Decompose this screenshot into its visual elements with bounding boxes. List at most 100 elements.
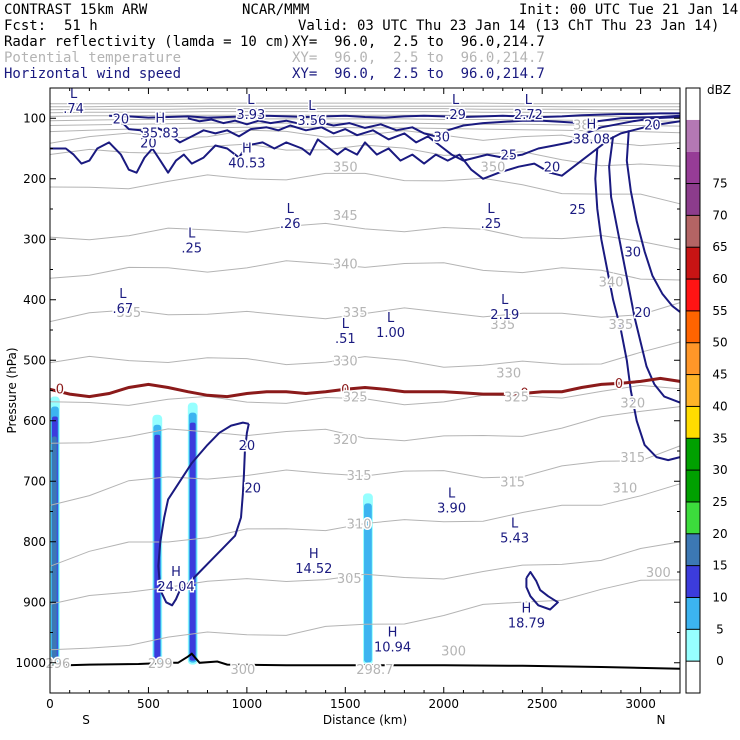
field-theta-xy: XY= 96.0, 2.5 to 96.0,214.7	[292, 50, 545, 66]
extremum-value: .25	[181, 241, 202, 256]
theta-label: 325	[343, 391, 368, 406]
extremum-type: H	[242, 142, 252, 157]
reflectivity-layer	[50, 396, 373, 665]
extremum-type: H	[155, 111, 165, 126]
colorbar-label: 65	[712, 240, 727, 254]
theta-label: 300	[441, 645, 466, 660]
wind-label: 20	[245, 481, 262, 496]
extremum-value: 1.00	[376, 326, 405, 341]
x-tick-label: 3000	[625, 697, 656, 711]
wind-label: 30	[434, 130, 451, 145]
theta-label: 296	[45, 657, 70, 672]
y-tick-label: 800	[23, 535, 46, 549]
extremum-value: 18.79	[508, 616, 545, 631]
extremum-type: L	[188, 226, 196, 241]
extremum-value: 2.72	[514, 108, 543, 123]
freezing-level-label: 0	[520, 387, 528, 402]
extremum-type: H	[171, 565, 181, 580]
theta-label: 315	[347, 469, 372, 484]
reflectivity-column-core	[52, 436, 57, 661]
theta-label: 300	[646, 566, 671, 581]
colorbar-label: 10	[712, 590, 727, 604]
extremum-value: .25	[481, 217, 502, 232]
extremum-type: L	[452, 93, 460, 108]
y-axis-label: Pressure (hPa)	[5, 347, 19, 433]
theta-label: 335	[609, 318, 634, 333]
colorbar-band	[686, 629, 700, 662]
colorbar-band	[686, 247, 700, 280]
theta-contour	[49, 445, 681, 506]
theta-label: 320	[333, 433, 358, 448]
y-tick-label: 400	[23, 293, 46, 307]
extremum-value: .26	[280, 217, 301, 232]
colorbar-label: 0	[716, 654, 724, 668]
theta-contour	[49, 341, 681, 368]
wind-label: 20	[634, 306, 651, 321]
theta-contour	[49, 111, 681, 114]
wind-label: 25	[500, 149, 517, 164]
x-axis-label: Distance (km)	[323, 713, 407, 727]
theta-label: 385	[573, 118, 598, 133]
colorbar-band	[686, 151, 700, 184]
theta-label: 340	[599, 276, 624, 291]
theta-label: 345	[333, 209, 358, 224]
theta-label: 340	[333, 257, 358, 272]
x-tick-label: 1000	[232, 697, 263, 711]
colorbar-label: 50	[712, 336, 727, 350]
colorbar: 0 5 10 15 20 25 30 35 40 45 50 55 60 65 70 75 dBZ	[685, 83, 731, 694]
theta-label: 300	[231, 663, 256, 678]
south-label: S	[82, 713, 90, 727]
y-tick-label: 200	[23, 172, 46, 186]
extremum-value: 2.19	[490, 308, 519, 323]
freezing-level-label: 0	[615, 377, 623, 392]
surface-layer	[49, 652, 681, 670]
y-tick-label: 700	[23, 474, 46, 488]
colorbar-band	[686, 119, 700, 152]
x-tick-label: 2500	[527, 697, 558, 711]
field-wind-xy: XY= 96.0, 2.5 to 96.0,214.7	[292, 66, 545, 82]
extremum-value: 35.83	[142, 126, 179, 141]
theta-label: 335	[490, 318, 515, 333]
colorbar-label: 70	[712, 208, 727, 222]
y-tick-label: 300	[23, 232, 46, 246]
extremum-value: 3.90	[437, 501, 466, 516]
extremum-value: 3.56	[297, 114, 326, 129]
theta-label: 335	[116, 306, 141, 321]
y-tick-label: 900	[23, 595, 46, 609]
extremum-value: .29	[445, 108, 466, 123]
extremum-value: .51	[335, 332, 356, 347]
theta-contour	[49, 172, 681, 205]
extremum-type: L	[487, 202, 495, 217]
extremum-type: L	[511, 517, 519, 532]
extremum-type: L	[448, 486, 456, 501]
theta-contour	[49, 302, 681, 323]
colorbar-band	[686, 438, 700, 471]
extremum-type: L	[308, 99, 316, 114]
colorbar-label: 30	[712, 463, 727, 477]
theta-label: 320	[620, 397, 645, 412]
valid-time: Valid: 03 UTC Thu 23 Jan 14 (13 ChT Thu …	[298, 18, 720, 34]
colorbar-band	[686, 279, 700, 311]
extremum-value: 3.93	[236, 108, 265, 123]
wind-contour	[625, 130, 681, 313]
y-tick-label: 500	[23, 353, 46, 367]
theta-contour	[49, 384, 681, 406]
theta-contour	[49, 406, 681, 444]
extremum-type: L	[247, 93, 255, 108]
colorbar-label: 5	[716, 622, 724, 636]
theta-label: 310	[347, 518, 372, 533]
wind-label: 20	[140, 136, 157, 151]
colorbar-label: 35	[712, 431, 727, 445]
theta-label: 315	[620, 451, 645, 466]
colorbar-label: 75	[712, 177, 727, 191]
theta-label: 298.7	[356, 663, 393, 678]
colorbar-band	[686, 565, 700, 598]
reflectivity-column-core	[189, 422, 196, 661]
extremum-type: L	[287, 202, 295, 217]
theta-contour	[50, 102, 680, 105]
organization: NCAR/MMM	[242, 2, 310, 18]
freezing-level-layer: 0 0 0 0	[49, 375, 681, 403]
extremum-value: .74	[63, 102, 84, 117]
colorbar-label: 20	[712, 527, 727, 541]
